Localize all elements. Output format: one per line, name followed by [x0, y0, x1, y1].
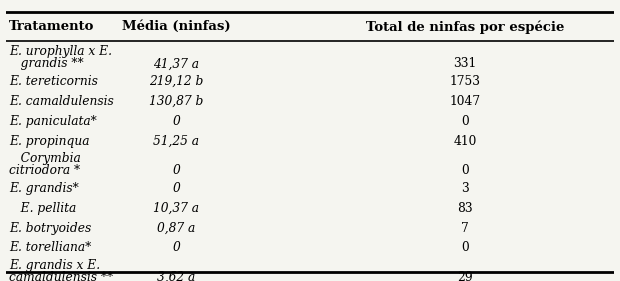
Text: 0: 0 [172, 241, 180, 254]
Text: E. pellita: E. pellita [9, 202, 76, 215]
Text: E. camaldulensis: E. camaldulensis [9, 95, 114, 108]
Text: 0: 0 [461, 241, 469, 254]
Text: camaldulensis **: camaldulensis ** [9, 271, 113, 281]
Text: Tratamento: Tratamento [9, 20, 95, 33]
Text: E. propinqua: E. propinqua [9, 135, 90, 148]
Text: 0: 0 [461, 164, 469, 177]
Text: 51,25 a: 51,25 a [153, 135, 199, 148]
Text: 0: 0 [172, 164, 180, 177]
Text: E. torelliana*: E. torelliana* [9, 241, 92, 254]
Text: 0: 0 [172, 115, 180, 128]
Text: grandis **: grandis ** [9, 57, 84, 71]
Text: 1047: 1047 [450, 95, 480, 108]
Text: 0: 0 [461, 115, 469, 128]
Text: citriodora *: citriodora * [9, 164, 81, 177]
Text: 10,37 a: 10,37 a [153, 202, 199, 215]
Text: 83: 83 [457, 202, 473, 215]
Text: Corymbia: Corymbia [9, 152, 81, 165]
Text: 0,87 a: 0,87 a [157, 222, 195, 235]
Text: 41,37 a: 41,37 a [153, 57, 199, 71]
Text: E. grandis*: E. grandis* [9, 182, 79, 195]
Text: 410: 410 [453, 135, 477, 148]
Text: 3,62 a: 3,62 a [157, 271, 195, 281]
Text: 7: 7 [461, 222, 469, 235]
Text: E. botryoides: E. botryoides [9, 222, 92, 235]
Text: E. urophylla x E.: E. urophylla x E. [9, 45, 112, 58]
Text: Total de ninfas por espécie: Total de ninfas por espécie [366, 20, 564, 33]
Text: 1753: 1753 [450, 75, 480, 88]
Text: 0: 0 [172, 182, 180, 195]
Text: E. grandis x E.: E. grandis x E. [9, 259, 100, 272]
Text: 331: 331 [453, 57, 477, 71]
Text: E. paniculata*: E. paniculata* [9, 115, 97, 128]
Text: 3: 3 [461, 182, 469, 195]
Text: Média (ninfas): Média (ninfas) [122, 20, 231, 33]
Text: 130,87 b: 130,87 b [149, 95, 203, 108]
Text: E. tereticornis: E. tereticornis [9, 75, 98, 88]
Text: 219,12 b: 219,12 b [149, 75, 203, 88]
Text: 29: 29 [457, 271, 473, 281]
